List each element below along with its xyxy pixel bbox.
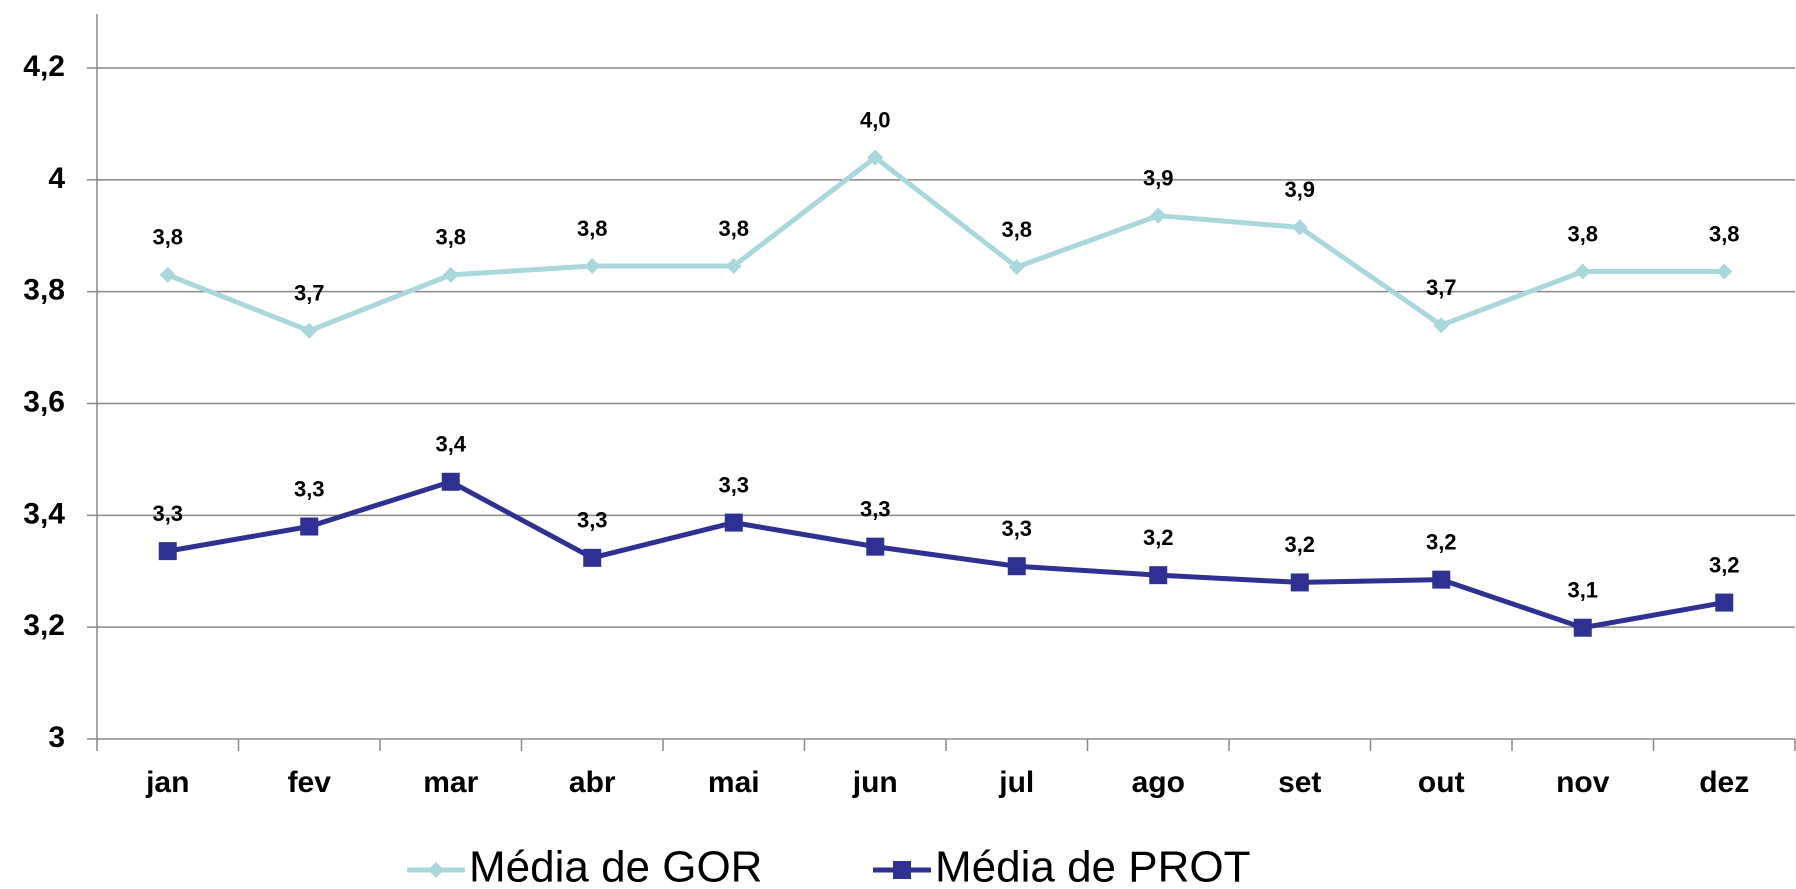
point — [300, 517, 319, 536]
point — [442, 266, 459, 283]
x-tick-label: set — [1278, 766, 1321, 799]
x-tick-label: jul — [998, 766, 1034, 799]
x-tick-label: nov — [1556, 766, 1610, 799]
value-label: 3,8 — [1001, 217, 1032, 242]
point — [1573, 618, 1592, 637]
point — [1432, 570, 1451, 589]
x-tick-label: jun — [852, 766, 898, 799]
legend-label: Média de GOR — [469, 843, 762, 889]
y-tick-label: 3 — [48, 721, 65, 754]
point — [866, 537, 885, 556]
point — [441, 472, 460, 491]
x-tick-label: mar — [423, 766, 478, 799]
value-label: 3,3 — [152, 501, 183, 526]
value-label: 3,8 — [435, 225, 466, 250]
y-tick-label: 3,4 — [23, 497, 65, 530]
point — [1149, 566, 1168, 585]
value-label: 3,2 — [1426, 529, 1457, 554]
y-tick-label: 3,2 — [23, 609, 65, 642]
value-label: 3,3 — [860, 496, 891, 521]
point — [1008, 259, 1025, 276]
value-label: 3,9 — [1284, 177, 1315, 202]
value-label: 3,3 — [1001, 516, 1032, 541]
legend-marker — [893, 861, 911, 879]
point — [1007, 557, 1026, 576]
x-tick-label: out — [1418, 766, 1465, 799]
point — [1290, 573, 1309, 592]
point — [1574, 263, 1591, 280]
series-line — [166, 154, 1725, 334]
x-tick-label: mai — [708, 766, 760, 799]
point — [1150, 207, 1167, 224]
point — [584, 257, 601, 274]
point — [724, 513, 743, 532]
x-tick-label: ago — [1132, 766, 1185, 799]
y-tick-label: 3,6 — [23, 385, 65, 418]
point — [583, 548, 602, 567]
value-label: 3,2 — [1284, 532, 1315, 557]
x-tick-label: dez — [1699, 766, 1749, 799]
point — [159, 266, 176, 283]
value-label: 3,2 — [1143, 525, 1174, 550]
y-tick-label: 4,2 — [23, 50, 65, 83]
x-tick-label: jan — [145, 766, 189, 799]
y-tick-label: 4 — [48, 162, 65, 195]
point — [1291, 219, 1308, 236]
value-label: 3,7 — [1426, 275, 1457, 300]
value-label: 3,8 — [718, 216, 749, 241]
value-label: 3,8 — [1567, 221, 1598, 246]
value-label: 3,3 — [294, 476, 325, 501]
point — [1433, 317, 1450, 334]
point — [725, 257, 742, 274]
value-label: 3,9 — [1143, 165, 1174, 190]
value-label: 3,8 — [577, 216, 608, 241]
value-label: 3,3 — [718, 472, 749, 497]
value-label: 3,8 — [1709, 221, 1740, 246]
x-tick-label: fev — [288, 766, 332, 799]
point — [867, 149, 884, 166]
value-label: 3,1 — [1567, 578, 1598, 603]
value-label: 3,8 — [152, 225, 183, 250]
value-label: 4,0 — [860, 107, 891, 132]
point — [1715, 593, 1734, 612]
legend-marker — [428, 862, 444, 878]
series-line — [167, 479, 1725, 631]
value-label: 3,2 — [1709, 552, 1740, 577]
y-tick-label: 3,8 — [23, 274, 65, 307]
point — [1716, 263, 1733, 280]
legend-label: Média de PROT — [935, 843, 1250, 889]
point — [158, 542, 177, 561]
point — [301, 322, 318, 339]
value-label: 3,3 — [577, 508, 608, 533]
value-label: 3,7 — [294, 281, 325, 306]
value-label: 3,4 — [435, 432, 466, 457]
x-tick-label: abr — [569, 766, 616, 799]
